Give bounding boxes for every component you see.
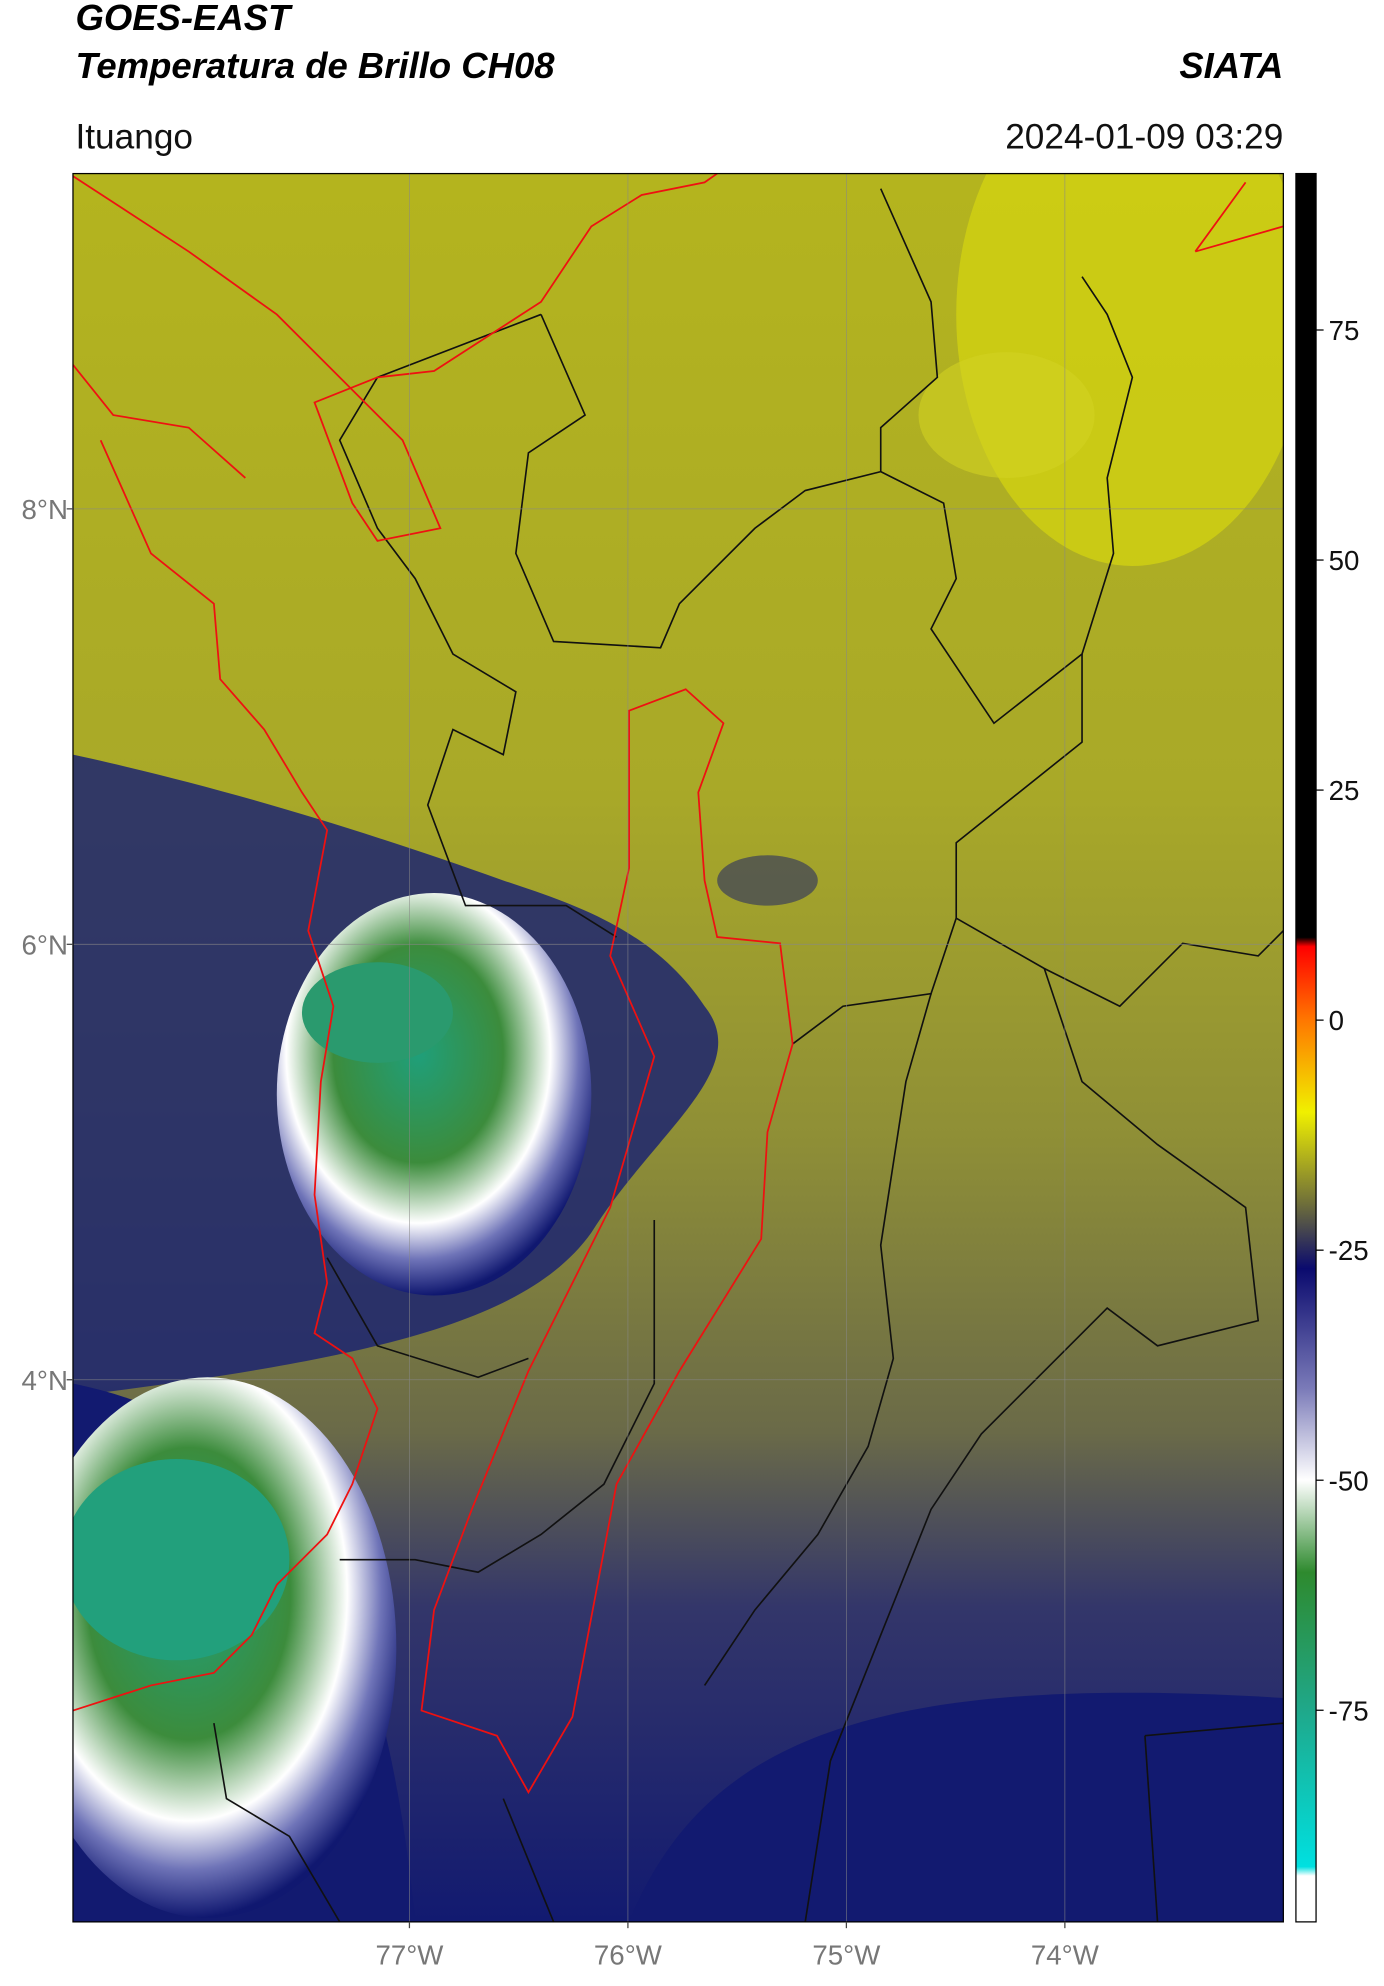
colorbar-tick-label: 0 — [1329, 1005, 1344, 1036]
y-tick-label: 4°N — [22, 1365, 68, 1396]
x-tick-label: 75°W — [812, 1940, 881, 1971]
location: Ituango — [75, 117, 193, 156]
colorbar-tick-label: -50 — [1329, 1465, 1369, 1496]
title: GOES-EAST — [75, 0, 293, 38]
colorbar-tick-label: -25 — [1329, 1235, 1369, 1266]
source: SIATA — [1179, 45, 1283, 86]
grid — [72, 173, 1284, 1922]
y-tick-label: 6°N — [22, 929, 68, 960]
map-image — [72, 173, 1284, 1922]
subtitle: Temperatura de Brillo CH08 — [75, 45, 555, 86]
x-tick-label: 76°W — [594, 1940, 663, 1971]
map-frame — [72, 172, 1284, 1923]
colorbar-tick-label: 50 — [1329, 545, 1360, 576]
colorbar-tick-label: -75 — [1329, 1695, 1369, 1726]
x-tick-label: 77°W — [375, 1940, 444, 1971]
datetime: 2024-01-09 03:29 — [1005, 117, 1283, 156]
colorbar — [1295, 172, 1317, 1923]
x-tick-label: 74°W — [1031, 1940, 1100, 1971]
colorbar-tick-label: 75 — [1329, 315, 1360, 346]
colorbar-tick-label: 25 — [1329, 775, 1360, 806]
y-tick-label: 8°N — [22, 494, 68, 525]
